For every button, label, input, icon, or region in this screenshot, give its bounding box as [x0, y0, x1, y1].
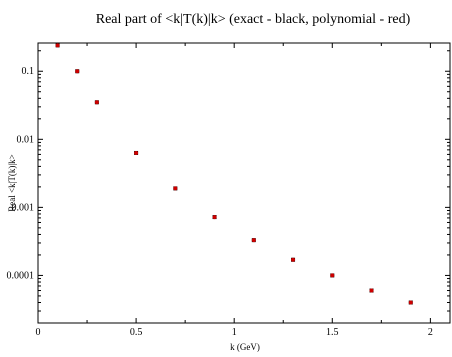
y-axis-label: Real <k|T(k)|k>	[7, 154, 17, 212]
polynomial-point	[75, 69, 80, 74]
chart-title: Real part of <k|T(k)|k> (exact - black, …	[96, 12, 411, 27]
polynomial-point	[408, 300, 413, 305]
x-tick-label: 0	[36, 327, 41, 338]
y-tick-label: 0.001	[12, 202, 35, 213]
plot-frame	[37, 42, 451, 324]
polynomial-point	[212, 215, 217, 220]
x-axis-label: k (GeV)	[230, 342, 260, 352]
x-tick-label: 2	[428, 327, 433, 338]
polynomial-point	[94, 100, 99, 105]
x-axis: 0 0.5 1 1.5 2	[36, 43, 433, 338]
polynomial-point	[55, 43, 60, 48]
y-tick-label: 0.01	[17, 134, 35, 145]
polynomial-point	[291, 257, 296, 262]
x-tick-label: 1	[232, 327, 237, 338]
polynomial-point	[251, 238, 256, 243]
x-tick-label: 0.5	[130, 327, 143, 338]
y-axis: 0.0001 0.001 0.01 0.1	[7, 50, 450, 324]
data-points	[55, 43, 413, 305]
x-tick-label: 1.5	[326, 327, 339, 338]
polynomial-point	[173, 186, 178, 191]
polynomial-point	[330, 273, 335, 278]
y-tick-label: 0.0001	[7, 270, 35, 281]
polynomial-point	[369, 288, 374, 293]
y-tick-label: 0.1	[22, 66, 35, 77]
polynomial-point	[134, 150, 139, 155]
